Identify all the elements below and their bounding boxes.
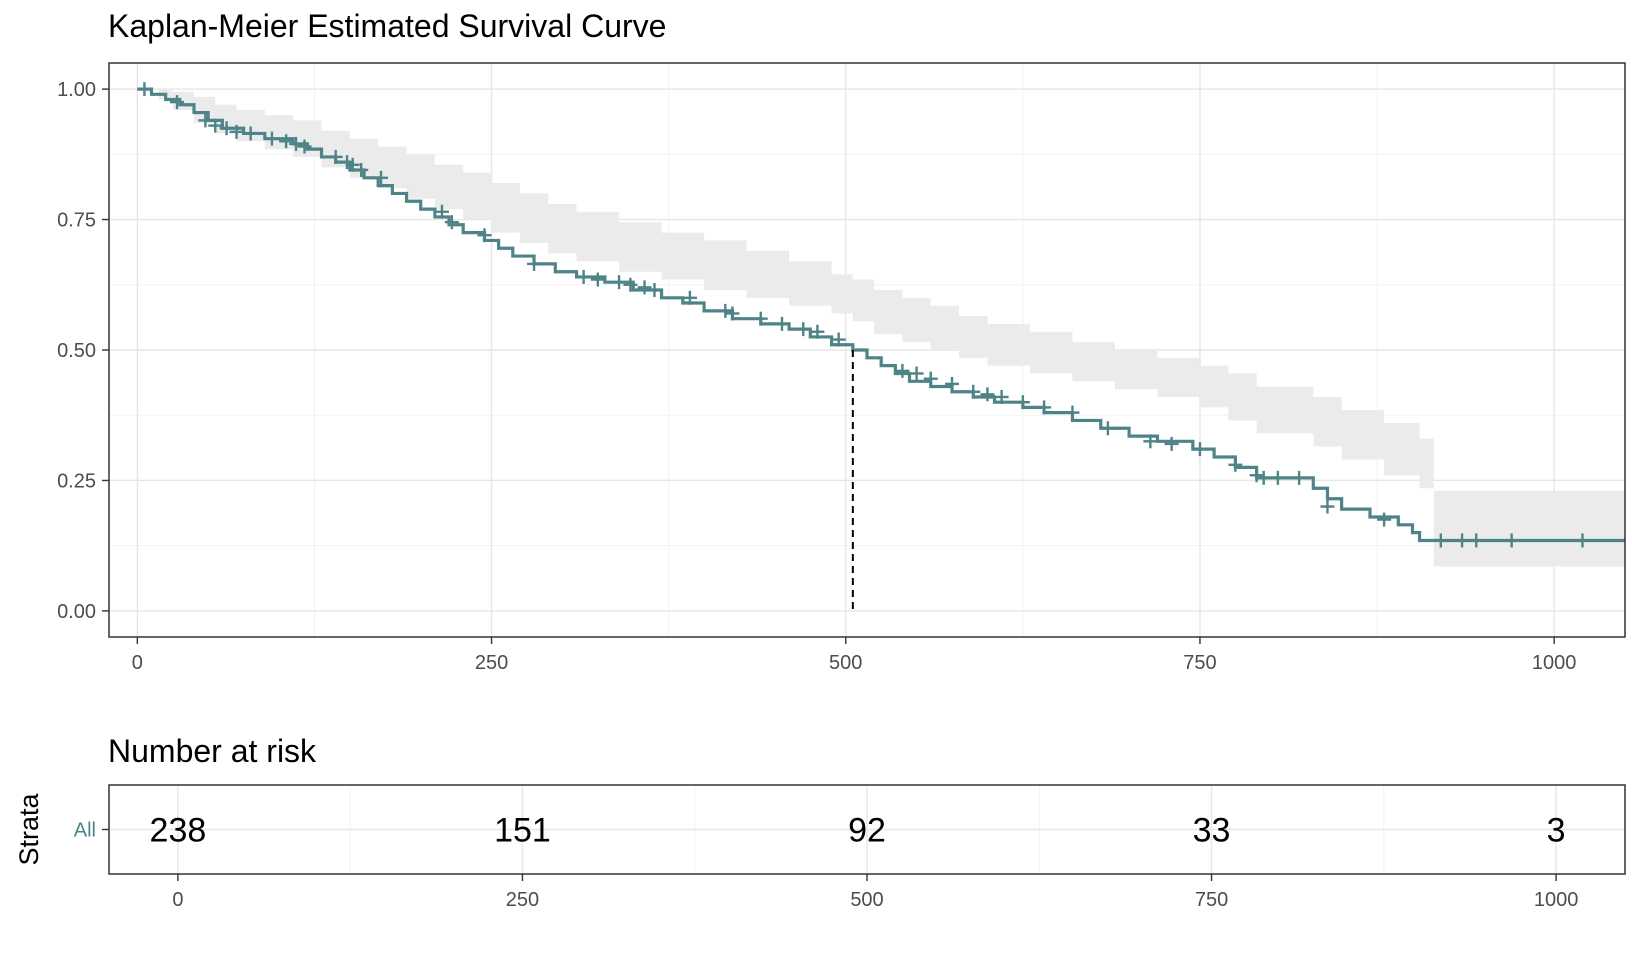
censor-mark <box>1469 533 1484 548</box>
censor-mark <box>637 280 652 295</box>
risk-y-axis-title: Strata <box>14 793 44 866</box>
censor-mark <box>198 113 213 128</box>
censor-mark <box>1100 421 1115 436</box>
risk-count: 92 <box>848 812 886 850</box>
censor-mark <box>1575 533 1590 548</box>
censor-mark <box>289 136 304 151</box>
risk-x-tick-label: 500 <box>850 889 883 911</box>
censor-mark <box>945 376 960 391</box>
censor-mark <box>682 290 697 305</box>
censor-mark <box>229 124 244 139</box>
censor-mark <box>354 162 369 177</box>
risk-count: 3 <box>1547 812 1566 850</box>
censor-mark <box>647 282 662 297</box>
censor-mark <box>753 311 768 326</box>
censor-mark <box>1270 470 1285 485</box>
censor-mark <box>477 228 492 243</box>
x-tick-label: 750 <box>1183 652 1216 674</box>
censor-mark <box>909 366 924 381</box>
censor-mark <box>623 277 638 292</box>
censor-mark <box>1015 395 1030 410</box>
censor-mark <box>444 215 459 230</box>
censor-mark <box>1164 436 1179 451</box>
censor-mark <box>219 121 234 136</box>
censor-mark <box>1320 499 1335 514</box>
censor-mark <box>1455 533 1470 548</box>
censor-mark <box>243 126 258 141</box>
survival-curve <box>137 87 1625 543</box>
censor-mark <box>345 157 360 172</box>
censor-mark <box>576 269 591 284</box>
censor-mark <box>810 324 825 339</box>
y-tick-label: 0.50 <box>57 340 96 362</box>
censor-mark <box>994 389 1009 404</box>
y-tick-label: 0.75 <box>57 210 96 232</box>
chart-title: Kaplan-Meier Estimated Survival Curve <box>108 8 667 44</box>
y-tick-label: 0.25 <box>57 470 96 492</box>
x-tick-label: 500 <box>829 652 862 674</box>
censor-mark <box>831 332 846 347</box>
censor-mark <box>137 82 152 97</box>
censor-mark <box>1377 512 1392 527</box>
censor-mark <box>527 256 542 271</box>
censor-mark <box>1249 468 1264 483</box>
risk-x-tick-label: 1000 <box>1534 889 1579 911</box>
censor-mark <box>279 134 294 149</box>
censor-mark <box>718 303 733 318</box>
censor-mark <box>895 363 910 378</box>
censor-mark <box>208 118 223 133</box>
censor-mark <box>264 131 279 146</box>
censor-mark <box>1292 470 1307 485</box>
censor-mark <box>374 170 389 185</box>
censor-mark <box>923 371 938 386</box>
censor-mark <box>1433 533 1448 548</box>
risk-count: 151 <box>494 812 551 850</box>
censor-mark <box>434 204 449 219</box>
risk-table-title: Number at risk <box>108 733 317 769</box>
y-tick-label: 1.00 <box>57 79 96 101</box>
risk-row-label: All <box>74 820 96 842</box>
censor-mark <box>1143 434 1158 449</box>
risk-count: 33 <box>1193 812 1231 850</box>
risk-x-tick-label: 250 <box>506 889 539 911</box>
censor-mark <box>1504 533 1519 548</box>
censor-mark <box>612 275 627 290</box>
risk-x-tick-label: 750 <box>1195 889 1228 911</box>
risk-count: 238 <box>150 812 207 850</box>
censor-mark <box>1065 405 1080 420</box>
censor-mark <box>980 387 995 402</box>
censor-mark <box>1256 470 1271 485</box>
confidence-band <box>137 89 1626 567</box>
x-tick-label: 1000 <box>1532 652 1577 674</box>
censor-mark <box>966 384 981 399</box>
risk-x-tick-label: 0 <box>172 889 183 911</box>
censor-mark <box>170 95 185 110</box>
censor-mark <box>590 272 605 287</box>
censor-mark <box>1228 457 1243 472</box>
censor-mark <box>774 316 789 331</box>
censor-mark <box>328 149 343 164</box>
censor-mark <box>1192 442 1207 457</box>
censor-mark <box>796 322 811 337</box>
censor-mark <box>297 139 312 154</box>
censor-mark <box>1037 400 1052 415</box>
y-tick-label: 0.00 <box>57 601 96 623</box>
x-tick-label: 250 <box>475 652 508 674</box>
censor-mark <box>725 306 740 321</box>
x-tick-label: 0 <box>132 652 143 674</box>
